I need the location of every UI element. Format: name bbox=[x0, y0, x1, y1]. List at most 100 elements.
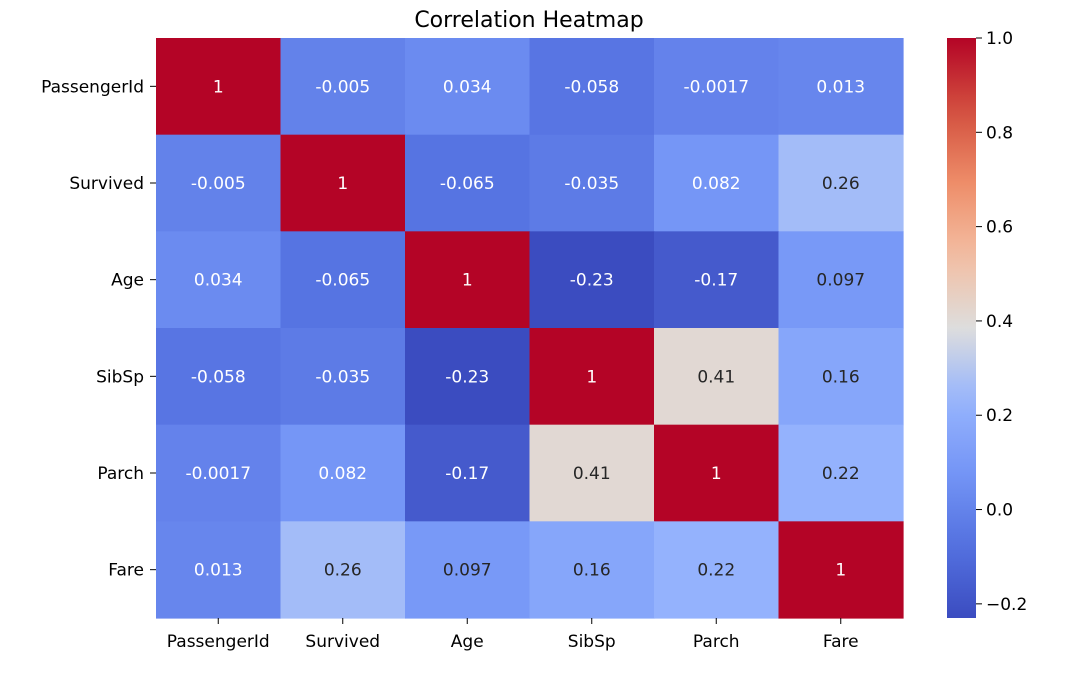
heatmap-cell bbox=[529, 38, 655, 136]
chart-title: Correlation Heatmap bbox=[414, 8, 643, 33]
y-tick-label: Age bbox=[111, 271, 144, 291]
heatmap-cell bbox=[405, 38, 531, 136]
heatmap-cell bbox=[778, 38, 904, 136]
heatmap-cell-label: -0.065 bbox=[315, 271, 370, 291]
colorbar-tick-label: 0.8 bbox=[986, 123, 1013, 143]
heatmap-cell bbox=[405, 134, 531, 232]
heatmap-cell-label: 1 bbox=[213, 77, 224, 97]
heatmap-cell bbox=[280, 328, 406, 426]
heatmap-cell-label: -0.035 bbox=[564, 174, 619, 194]
heatmap-cell bbox=[529, 328, 655, 426]
x-tick-label: Survived bbox=[305, 632, 380, 652]
heatmap-cell bbox=[405, 231, 531, 329]
heatmap-cell-label: 1 bbox=[337, 174, 348, 194]
heatmap-cell-label: -0.065 bbox=[440, 174, 495, 194]
colorbar: −0.2 0.0 0.2 0.4 0.6 0.8 1.0 bbox=[947, 29, 1027, 618]
heatmap-cell bbox=[529, 424, 655, 522]
heatmap-cell bbox=[778, 134, 904, 232]
heatmap-cell bbox=[778, 521, 904, 619]
heatmap-cell-label: -0.005 bbox=[315, 77, 370, 97]
x-tick-label: Fare bbox=[823, 632, 859, 652]
x-tick-label: Age bbox=[451, 632, 484, 652]
heatmap-cell bbox=[280, 38, 406, 136]
heatmap-cell bbox=[405, 424, 531, 522]
colorbar-tick-label: 0.2 bbox=[986, 406, 1013, 426]
heatmap-cell bbox=[654, 134, 780, 232]
heatmap-cells bbox=[156, 38, 904, 619]
heatmap-cell-label: -0.0017 bbox=[683, 77, 749, 97]
heatmap-cell-label: 0.082 bbox=[692, 174, 741, 194]
heatmap-cell-label: 1 bbox=[462, 271, 473, 291]
heatmap-cell-label: -0.058 bbox=[564, 77, 619, 97]
heatmap-cell-label: 0.082 bbox=[318, 464, 367, 484]
heatmap-cell-label: 0.013 bbox=[816, 77, 865, 97]
y-tick-label: SibSp bbox=[96, 367, 144, 387]
heatmap-cell bbox=[529, 231, 655, 329]
heatmap-cell bbox=[156, 424, 282, 522]
x-axis: PassengerId Survived Age SibSp Parch Fare bbox=[167, 618, 859, 652]
heatmap-cell-label: -0.058 bbox=[191, 367, 246, 387]
heatmap-cell-label: -0.17 bbox=[694, 271, 738, 291]
y-tick-label: Survived bbox=[69, 174, 144, 194]
colorbar-tick-label: 0.4 bbox=[986, 312, 1013, 332]
heatmap-cell bbox=[156, 231, 282, 329]
heatmap-cell bbox=[654, 231, 780, 329]
heatmap-cell-label: 0.097 bbox=[443, 561, 492, 581]
heatmap-cell bbox=[654, 424, 780, 522]
heatmap-cell-label: -0.005 bbox=[191, 174, 246, 194]
heatmap-cell-label: 0.034 bbox=[194, 271, 243, 291]
heatmap-cell-label: -0.23 bbox=[570, 271, 614, 291]
y-tick-label: PassengerId bbox=[41, 77, 144, 97]
heatmap-cell-label: -0.17 bbox=[445, 464, 489, 484]
heatmap-cell-label: 1 bbox=[711, 464, 722, 484]
heatmap-cell-label: 0.16 bbox=[573, 561, 611, 581]
y-tick-label: Parch bbox=[97, 464, 144, 484]
heatmap-cell-label: 0.16 bbox=[822, 367, 860, 387]
heatmap-cell bbox=[778, 424, 904, 522]
heatmap-cell bbox=[778, 231, 904, 329]
y-axis: PassengerId Survived Age SibSp Parch Fare bbox=[41, 77, 156, 581]
heatmap-cell-label: -0.035 bbox=[315, 367, 370, 387]
heatmap-cell-label: -0.23 bbox=[445, 367, 489, 387]
heatmap-cell-label: 0.41 bbox=[573, 464, 611, 484]
heatmap-cell-label: -0.0017 bbox=[185, 464, 251, 484]
colorbar-tick-label: −0.2 bbox=[986, 595, 1027, 615]
heatmap-cell-label: 0.013 bbox=[194, 561, 243, 581]
heatmap-cell-label: 0.097 bbox=[816, 271, 865, 291]
heatmap-cell bbox=[654, 38, 780, 136]
heatmap-cell-label: 1 bbox=[835, 561, 846, 581]
heatmap-cell-label: 0.41 bbox=[697, 367, 735, 387]
heatmap-cell bbox=[280, 424, 406, 522]
x-tick-label: SibSp bbox=[568, 632, 616, 652]
heatmap-cell bbox=[529, 134, 655, 232]
heatmap-cell bbox=[156, 134, 282, 232]
heatmap-cell bbox=[778, 328, 904, 426]
x-tick-label: PassengerId bbox=[167, 632, 270, 652]
heatmap-cell bbox=[654, 521, 780, 619]
heatmap-cell-label: 1 bbox=[586, 367, 597, 387]
colorbar-tick-label: 0.6 bbox=[986, 218, 1013, 238]
colorbar-tick-label: 0.0 bbox=[986, 501, 1013, 521]
colorbar-gradient bbox=[947, 38, 976, 618]
heatmap-cell-label: 0.26 bbox=[324, 561, 362, 581]
heatmap-cell bbox=[156, 328, 282, 426]
heatmap-cell-label: 0.26 bbox=[822, 174, 860, 194]
heatmap-cell bbox=[405, 328, 531, 426]
y-tick-label: Fare bbox=[108, 561, 144, 581]
heatmap-cell bbox=[654, 328, 780, 426]
heatmap-cell bbox=[529, 521, 655, 619]
heatmap-cell bbox=[156, 38, 282, 136]
heatmap-cell bbox=[280, 134, 406, 232]
heatmap-cell-label: 0.22 bbox=[822, 464, 860, 484]
heatmap-cell bbox=[280, 521, 406, 619]
heatmap-cell-label: 0.034 bbox=[443, 77, 492, 97]
heatmap-cell bbox=[280, 231, 406, 329]
heatmap-cell-labels: 1 -0.005 0.034 -0.058 -0.0017 0.013 -0.005 1 -0.… bbox=[185, 77, 865, 580]
heatmap-cell-label: 0.22 bbox=[697, 561, 735, 581]
colorbar-tick-label: 1.0 bbox=[986, 29, 1013, 49]
x-tick-label: Parch bbox=[693, 632, 740, 652]
heatmap-cell bbox=[405, 521, 531, 619]
heatmap-cell bbox=[156, 521, 282, 619]
